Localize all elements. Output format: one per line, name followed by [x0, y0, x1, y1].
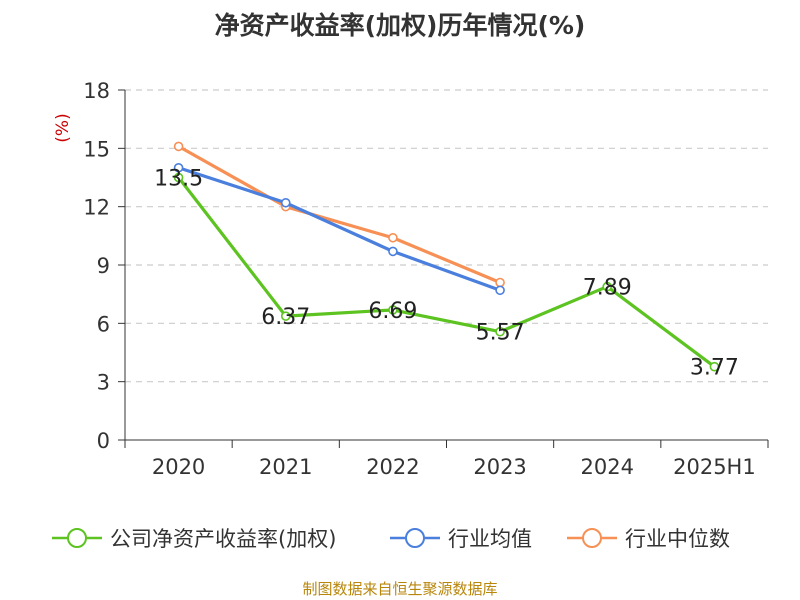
- data-point: [495, 277, 505, 288]
- y-tick-label: 9: [97, 254, 110, 278]
- legend-swatch-marker: [67, 528, 87, 548]
- legend-label: 行业均值: [448, 527, 532, 551]
- data-point: [388, 232, 398, 243]
- x-tick-label: 2023: [473, 455, 526, 479]
- series-line: [178, 166, 501, 292]
- series-layer: [173, 141, 720, 372]
- data-point: [173, 162, 184, 173]
- data-point: [388, 305, 398, 315]
- data-point: [280, 197, 291, 208]
- grid-layer: [125, 89, 768, 383]
- data-label: 13.5: [154, 167, 203, 192]
- y-tick-label: 15: [83, 137, 110, 161]
- y-tick-label: 18: [83, 79, 110, 103]
- data-point: [495, 285, 505, 296]
- y-tick-label: 12: [83, 196, 110, 220]
- legend-item[interactable]: 公司净资产收益率(加权): [52, 518, 336, 558]
- data-point: [173, 141, 184, 152]
- series-line: [177, 176, 716, 368]
- legend-swatch-icon: [567, 528, 617, 548]
- data-point: [388, 246, 398, 257]
- y-tick-label: 3: [97, 371, 110, 395]
- legend-swatch-icon: [52, 528, 102, 548]
- y-tick-label: 0: [97, 429, 110, 453]
- series-line: [177, 144, 501, 284]
- legend-item[interactable]: 行业中位数: [567, 518, 730, 558]
- axis-layer: 0 3 6 9 12 15 18 2020 2021 2022 2023 2024 2025H1 (%): [53, 79, 769, 479]
- data-point: [280, 311, 291, 321]
- data-label: 6.69: [368, 299, 417, 324]
- legend-swatch-marker: [405, 528, 425, 548]
- legend-swatch-marker: [582, 528, 602, 548]
- data-label: 6.37: [261, 305, 310, 330]
- legend-item[interactable]: 行业均值: [390, 518, 532, 558]
- y-tick-label: 6: [97, 312, 110, 336]
- legend-swatch-icon: [390, 528, 440, 548]
- x-tick-label: 2025H1: [673, 455, 756, 479]
- x-tick-label: 2022: [366, 455, 419, 479]
- x-tick-label: 2020: [152, 455, 205, 479]
- data-point: [173, 172, 184, 183]
- data-point: [709, 361, 720, 372]
- data-point: [495, 326, 505, 337]
- data-point: [602, 281, 613, 292]
- label-layer: 13.5 6.37 6.69 5.57 7.89 3.77: [154, 167, 739, 381]
- data-label: 5.57: [476, 321, 525, 346]
- legend-label: 公司净资产收益率(加权): [110, 527, 337, 551]
- x-tick-label: 2021: [259, 455, 312, 479]
- legend-label: 行业中位数: [625, 527, 730, 551]
- chart-title: 净资产收益率(加权)历年情况(%): [214, 11, 586, 40]
- data-label: 7.89: [583, 276, 632, 301]
- y-axis-label: (%): [53, 113, 73, 142]
- chart-legend: 公司净资产收益率(加权) 行业均值 行业中位数: [0, 518, 800, 558]
- data-source-note: 制图数据来自恒生聚源数据库: [302, 580, 498, 598]
- data-label: 3.77: [690, 356, 739, 381]
- x-tick-label: 2024: [581, 455, 634, 479]
